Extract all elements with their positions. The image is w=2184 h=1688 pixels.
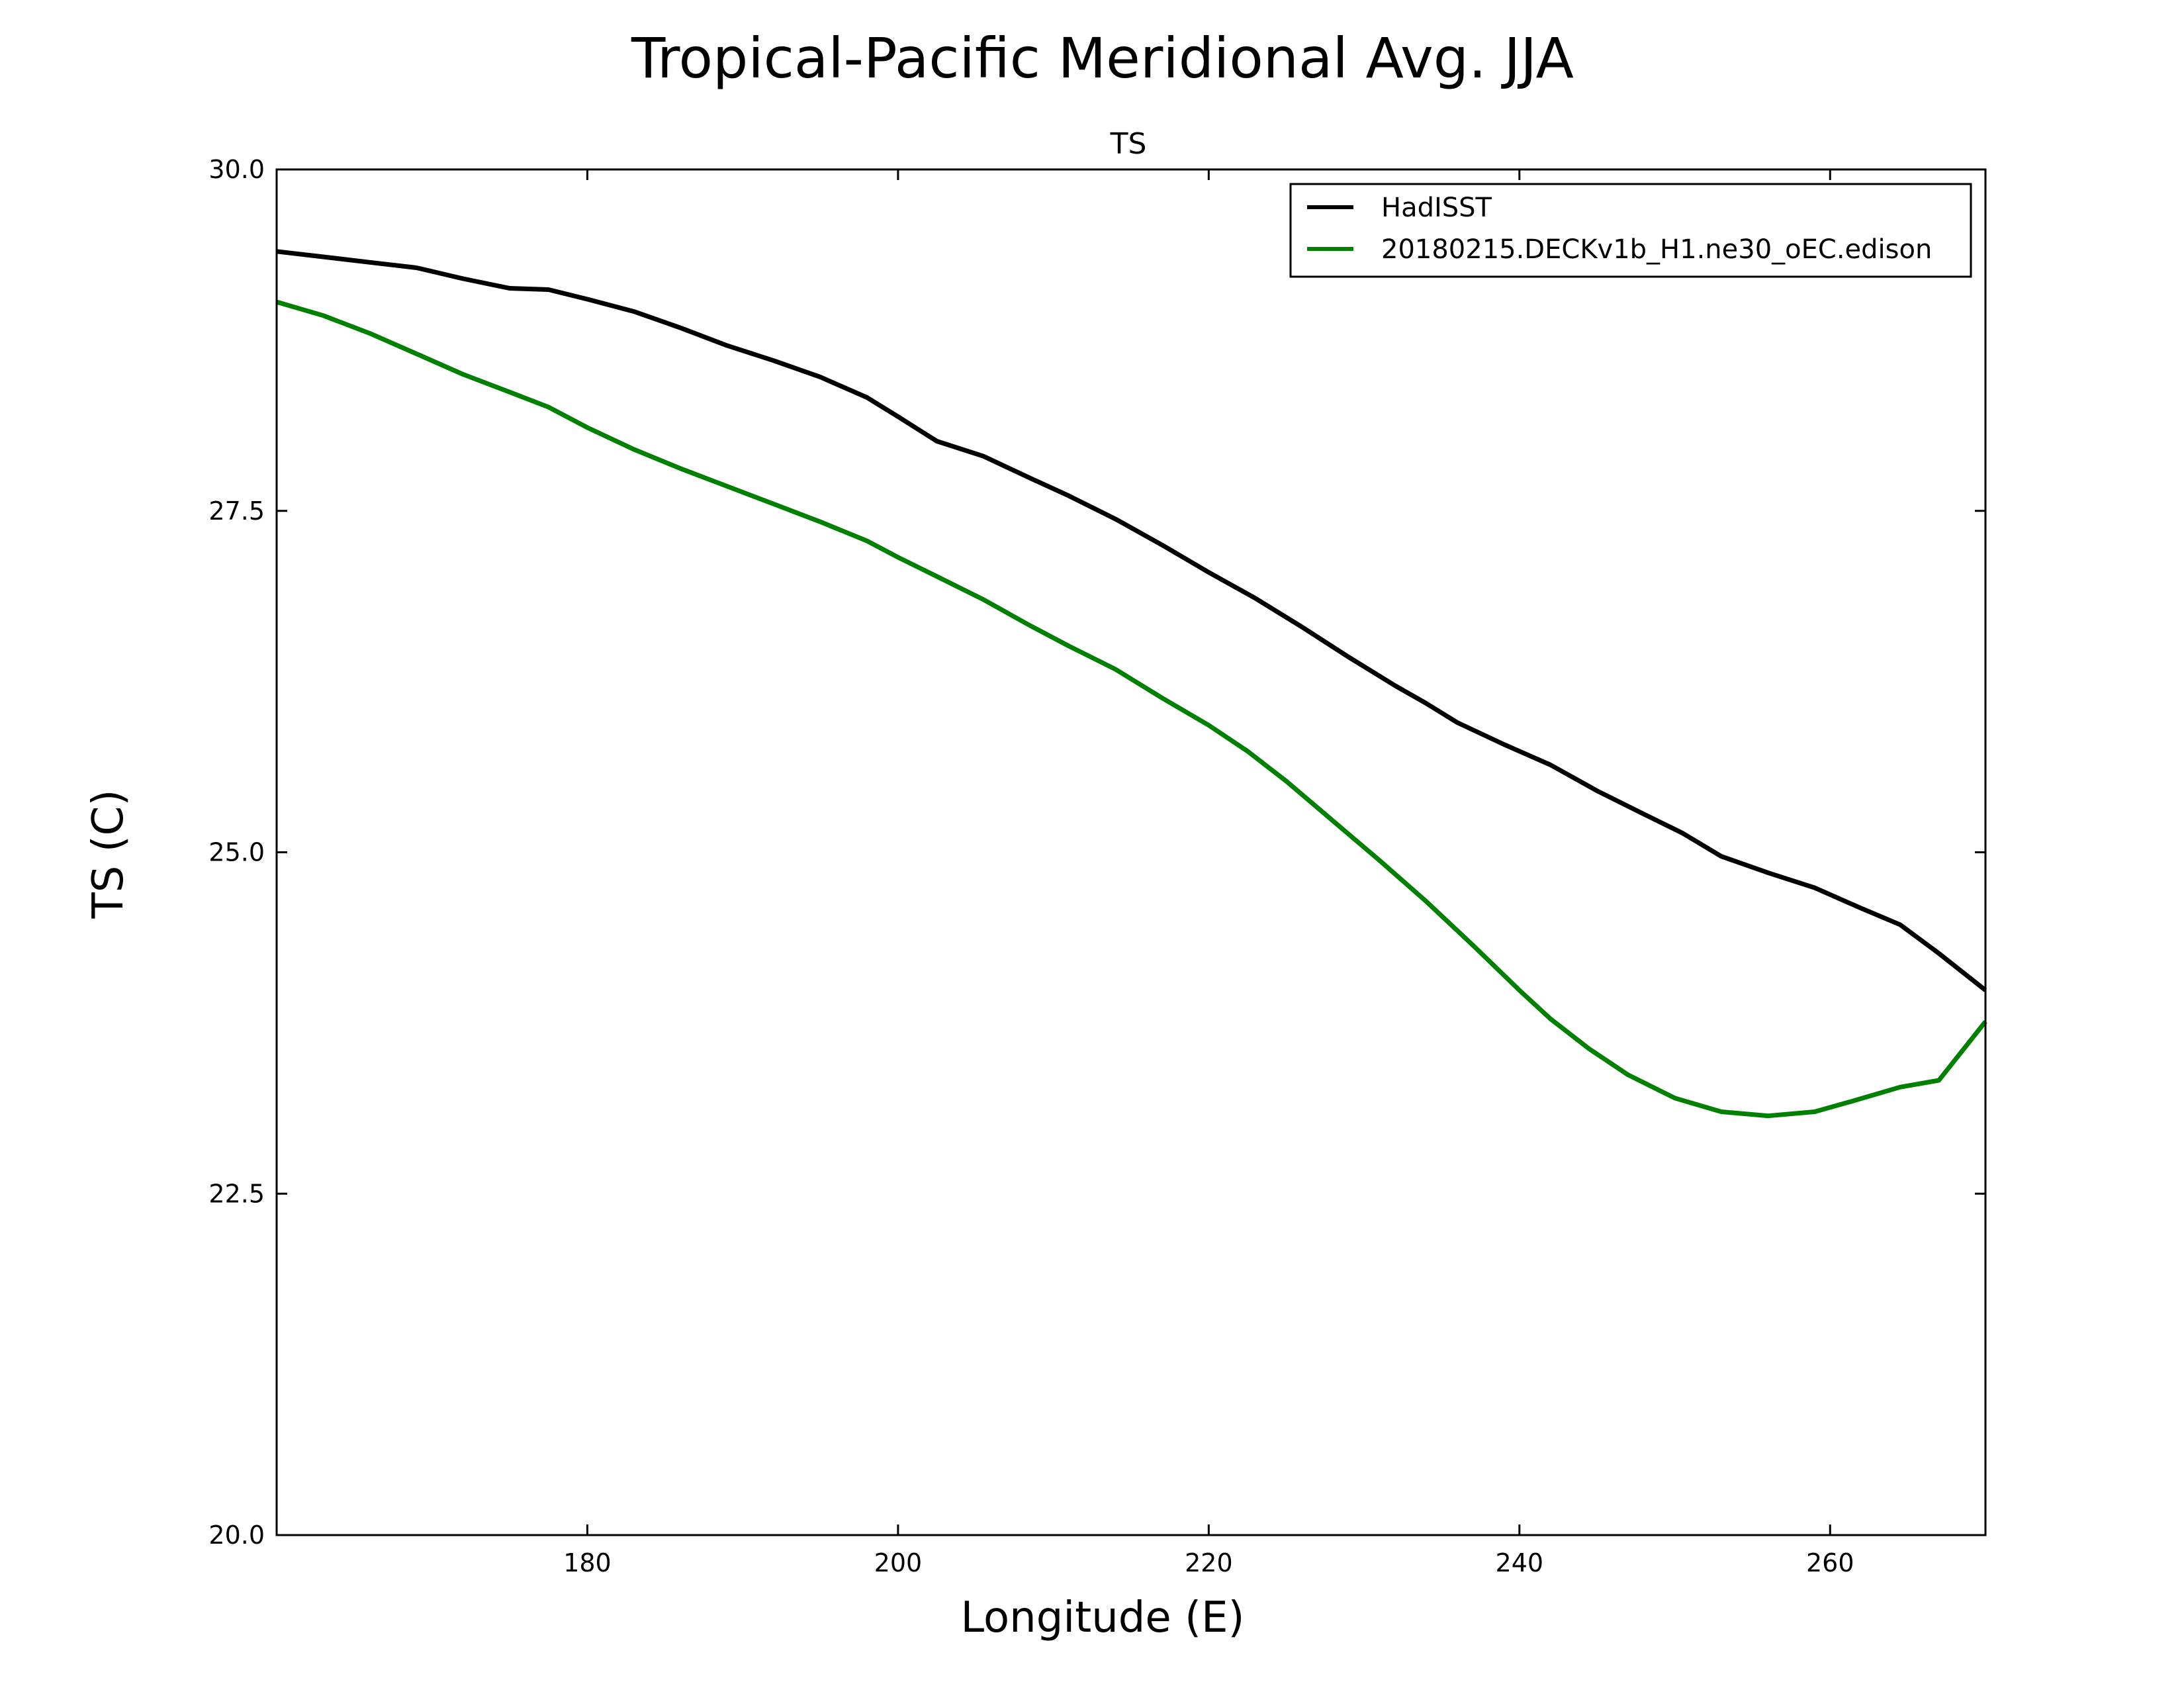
y-tick-label: 20.0 — [208, 1521, 265, 1550]
y-tick-label: 22.5 — [208, 1179, 265, 1208]
y-tick-label: 25.0 — [208, 838, 265, 867]
series-lines — [276, 249, 1987, 1119]
y-tick-label: 27.5 — [208, 496, 265, 526]
series-line-0 — [276, 249, 1987, 992]
y-tick-label: 30.0 — [208, 155, 265, 184]
legend-label-model: 20180215.DECKv1b_H1.ne30_oEC.edison — [1381, 234, 1932, 265]
chart-title: TS — [1110, 127, 1147, 161]
legend-box — [1289, 183, 1972, 278]
axis-ticks: 180 200 220 240 260 20.0 22.5 25.0 27.5 30.0 — [208, 155, 1985, 1577]
legend: HadISST 20180215.DECKv1b_H1.ne30_oEC.edi… — [1289, 183, 1972, 278]
legend-label-hadisst: HadISST — [1381, 193, 1492, 223]
x-tick-label: 180 — [563, 1548, 612, 1577]
plot-frame — [275, 168, 1987, 1536]
chart-suptitle: Tropical-Pacific Meridional Avg. JJA — [631, 26, 1574, 91]
x-tick-label: 260 — [1806, 1548, 1854, 1577]
x-tick-label: 200 — [874, 1548, 923, 1577]
x-tick-label: 240 — [1496, 1548, 1544, 1577]
y-axis-label: TS (C) — [84, 790, 133, 919]
x-axis-label: Longitude (E) — [960, 1593, 1244, 1642]
series-line-1 — [276, 299, 1987, 1119]
x-tick-label: 220 — [1185, 1548, 1233, 1577]
